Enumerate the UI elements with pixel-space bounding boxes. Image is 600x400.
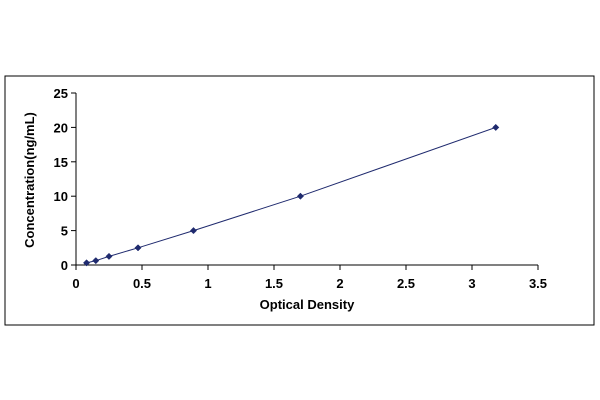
x-tick-label: 1.5 [265,276,283,291]
x-tick-label: 0.5 [133,276,151,291]
y-tick-label: 5 [61,224,68,239]
y-axis-title: Concentration(ng/mL) [22,112,37,248]
data-point [105,252,113,260]
x-tick-label: 2.5 [397,276,415,291]
data-point [189,227,198,235]
chart-border [4,75,595,326]
x-tick-label: 2 [336,276,343,291]
x-axis-title: Optical Density [260,297,355,312]
y-ticks: 0 5 10 15 20 25 [54,86,76,273]
plot-area: 0 0.5 1 1.5 2 2.5 3 3.5 0 5 10 15 20 25 [54,86,548,291]
x-tick-label: 3 [468,276,475,291]
data-point [134,244,142,252]
data-point [83,259,91,267]
x-tick-label: 3.5 [529,276,547,291]
x-tick-label: 0 [72,276,79,291]
x-ticks: 0 0.5 1 1.5 2 2.5 3 3.5 [72,265,547,291]
y-tick-label: 0 [61,258,68,273]
x-tick-label: 1 [204,276,211,291]
data-point [492,123,500,131]
series-layer [83,123,500,267]
y-tick-label: 25 [54,86,68,101]
y-tick-label: 15 [54,155,68,170]
y-tick-label: 20 [54,120,68,135]
y-tick-label: 10 [54,189,68,204]
data-point [296,192,304,200]
data-point [92,257,100,265]
